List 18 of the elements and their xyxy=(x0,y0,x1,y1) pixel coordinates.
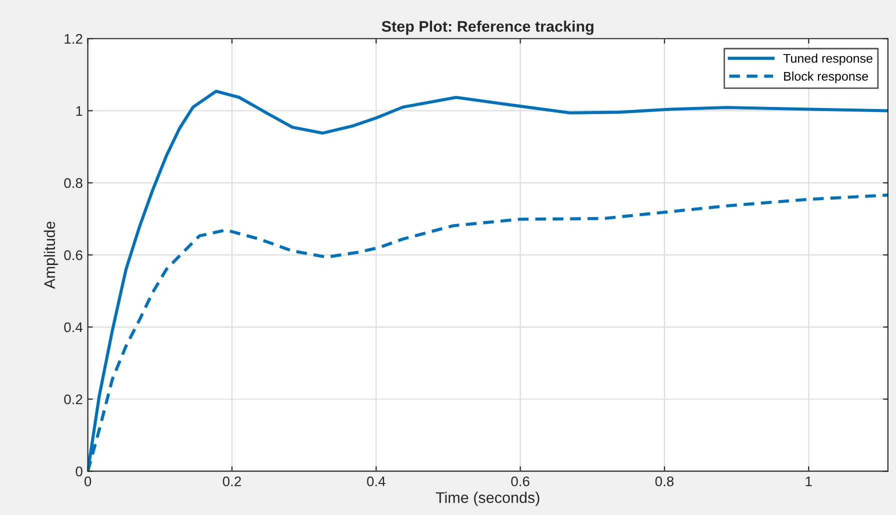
y-tick-label: 0.2 xyxy=(64,394,82,404)
x-tick-label: 1 xyxy=(806,476,812,486)
x-tick-label: 0.8 xyxy=(655,476,674,486)
legend-label: Tuned response xyxy=(783,54,872,66)
y-tick-label: 1 xyxy=(76,106,82,116)
y-axis-title: Amplitude xyxy=(44,222,58,289)
chart-title: Step Plot: Reference tracking xyxy=(382,20,594,35)
y-tick-label: 0.4 xyxy=(64,322,83,332)
x-tick-label: 0.4 xyxy=(367,476,386,486)
y-tick-label: 0.6 xyxy=(64,250,82,260)
legend-label: Block response xyxy=(784,72,868,84)
y-tick-label: 0 xyxy=(76,466,82,476)
x-axis-title: Time (seconds) xyxy=(436,492,540,506)
x-tick-label: 0.2 xyxy=(222,476,241,486)
y-tick-label: 1.2 xyxy=(64,34,82,44)
y-tick-label: 0.8 xyxy=(64,178,82,188)
x-tick-label: 0.6 xyxy=(511,476,530,486)
x-tick-label: 0 xyxy=(84,476,92,486)
